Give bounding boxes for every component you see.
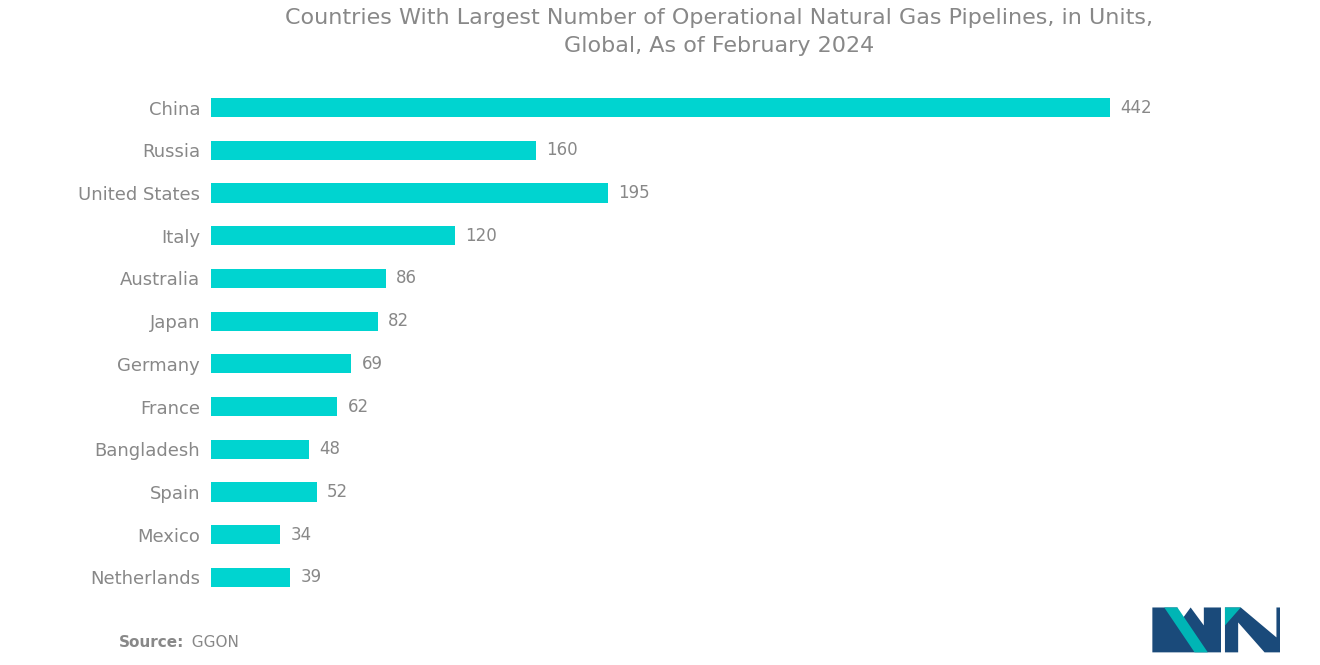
Text: 52: 52	[327, 483, 348, 501]
Bar	[211, 226, 455, 245]
Text: Source:: Source:	[119, 635, 185, 650]
Text: 34: 34	[290, 525, 312, 544]
Text: 86: 86	[396, 269, 417, 287]
Bar	[211, 311, 378, 331]
Text: 195: 195	[618, 184, 649, 202]
Text: 160: 160	[546, 141, 578, 160]
Text: 62: 62	[347, 398, 368, 416]
Bar	[211, 397, 337, 416]
Text: 48: 48	[319, 440, 341, 458]
Text: 120: 120	[466, 227, 498, 245]
Bar	[211, 184, 607, 203]
Bar	[211, 440, 309, 459]
Polygon shape	[1164, 608, 1208, 652]
Bar	[211, 269, 385, 288]
Polygon shape	[1152, 608, 1221, 652]
Bar	[211, 98, 1110, 117]
Text: GGON: GGON	[182, 635, 239, 650]
Polygon shape	[1225, 608, 1241, 625]
Text: 82: 82	[388, 312, 409, 330]
Text: 442: 442	[1119, 98, 1151, 116]
Bar	[211, 525, 280, 544]
Text: 39: 39	[301, 569, 322, 587]
Text: 69: 69	[362, 355, 383, 373]
Bar	[211, 141, 536, 160]
Polygon shape	[1225, 608, 1280, 652]
Bar	[211, 354, 351, 374]
Bar	[211, 482, 317, 501]
Bar	[211, 568, 290, 587]
Title: Countries With Largest Number of Operational Natural Gas Pipelines, in Units,
Gl: Countries With Largest Number of Operati…	[285, 8, 1154, 56]
